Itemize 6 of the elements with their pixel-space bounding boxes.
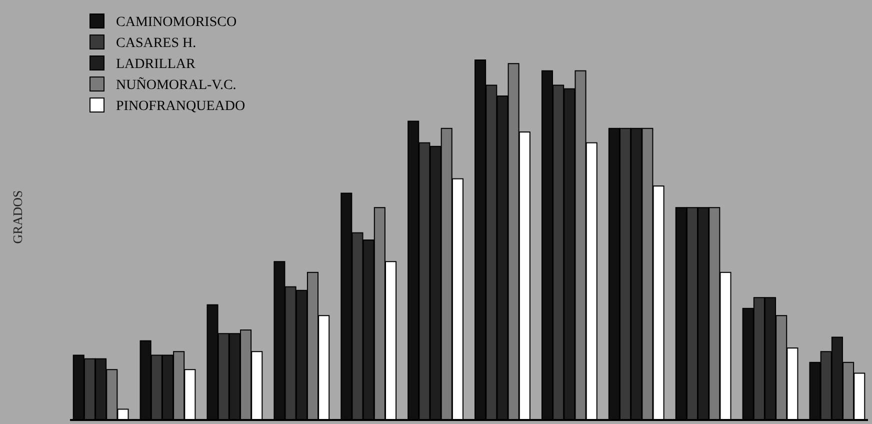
legend-label: PINOFRANQUEADO — [116, 99, 246, 114]
legend-label: CASARES H. — [116, 36, 196, 51]
legend-label: NUÑOMORAL-V.C. — [116, 77, 236, 93]
legend-label: LADRILLAR — [116, 57, 196, 72]
y-axis-title: GRADOS — [10, 190, 25, 244]
legend-label: CAMINOMORISCO — [116, 15, 237, 30]
